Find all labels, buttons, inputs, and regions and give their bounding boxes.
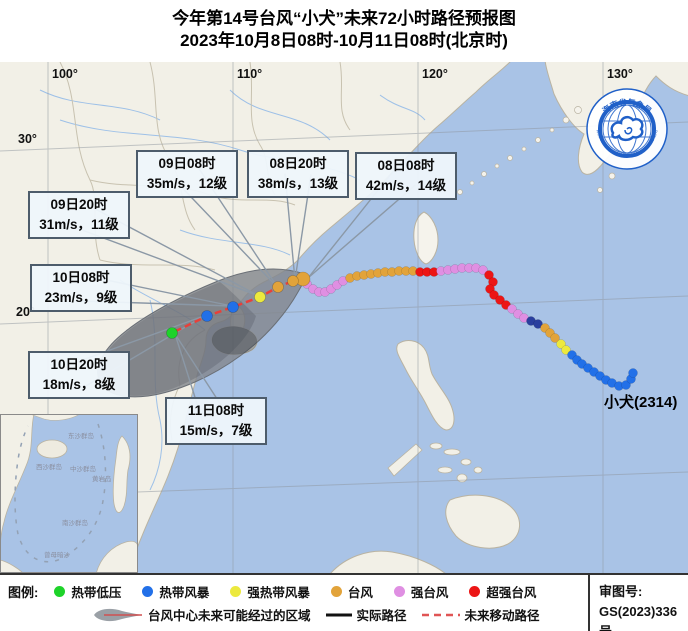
map-title: 今年第14号台风“小犬”未来72小时路径预报图 (172, 9, 516, 28)
forecast-point (166, 327, 178, 339)
visayas-islands (429, 442, 483, 483)
lon-label-130: 130° (607, 67, 633, 81)
inset-hainan (36, 439, 68, 459)
luzon-island (396, 340, 455, 431)
forecast-callout: 08日20时 38m/s，13级 (247, 150, 349, 198)
actual-track-point (484, 270, 494, 280)
callout-wind: 18m/s，8级 (42, 377, 116, 392)
legend-row-intensity: 图例: 热带低压 热带风暴 强热带风暴 台风 (8, 582, 584, 601)
cone-hainan-shadow (211, 326, 257, 355)
taiwan-island (413, 211, 439, 265)
legend: 图例: 热带低压 热带风暴 强热带风暴 台风 (0, 573, 688, 631)
forecast-callout: 11日08时 15m/s，7级 (165, 397, 267, 445)
lon-label-110: 110° (237, 67, 263, 81)
forecast-point (272, 281, 284, 293)
lat-label-30: 30° (18, 132, 37, 146)
forecast-callout: 09日08时 35m/s，12级 (136, 150, 238, 198)
actual-path-line-icon (325, 611, 353, 619)
callout-wind: 38m/s，13级 (257, 176, 339, 191)
inset-label: 西沙群岛 (36, 462, 62, 471)
cone-icon (92, 606, 144, 624)
callout-wind: 35m/s，12级 (146, 176, 228, 191)
approval-number: GS(2023)336号 (599, 604, 678, 631)
actual-track-point (550, 333, 560, 343)
actual-track-point (621, 380, 631, 390)
callout-leader-line (176, 181, 279, 289)
callout-time: 10日20时 (50, 357, 108, 372)
actual-track-point (478, 265, 488, 275)
actual-track-point (556, 339, 566, 349)
approval-box: 审图号: GS(2023)336号 (588, 575, 688, 631)
actual-track-point (533, 319, 543, 329)
forecast-callout: 09日20时 31m/s，11级 (28, 191, 130, 239)
callout-time: 08日20时 (269, 156, 327, 171)
inset-labels: 东沙群岛 西沙群岛 中沙群岛 黄岩岛 南沙群岛 曾母暗沙 (36, 431, 112, 559)
inset-label: 南沙群岛 (62, 518, 88, 527)
super-typhoon-dot-icon (469, 585, 481, 597)
inset-label: 黄岩岛 (92, 474, 112, 483)
legend-item-ts: 热带风暴 (142, 582, 209, 601)
forecast-point (254, 291, 266, 303)
forecast-point (201, 310, 213, 322)
legend-title: 图例: (8, 584, 39, 600)
callout-wind: 42m/s，14级 (365, 178, 447, 193)
title-block: 今年第14号台风“小犬”未来72小时路径预报图 2023年10月8日08时-10… (0, 0, 688, 62)
callout-wind: 31m/s，11级 (39, 217, 119, 232)
severe-typhoon-dot-icon (393, 585, 405, 597)
legend-item-sts: 强热带风暴 (230, 582, 310, 601)
lon-label-120: 120° (422, 67, 448, 81)
forecast-point (227, 301, 239, 313)
actual-track-point (495, 295, 505, 305)
inset-label: 中沙群岛 (70, 464, 96, 473)
inset-label: 东沙群岛 (68, 431, 94, 440)
callout-time: 09日08时 (158, 156, 216, 171)
actual-track-point (507, 304, 517, 314)
lon-label-100: 100° (52, 67, 78, 81)
forecast-callout: 10日20时 18m/s，8级 (28, 351, 130, 399)
actual-track-point (489, 290, 499, 300)
callout-leader-line (307, 184, 416, 279)
approval-label: 审图号: (599, 584, 643, 599)
borneo-island (330, 550, 446, 573)
legend-item-super-ty: 超强台风 (469, 582, 536, 601)
forecast-callout: 08日08时 42m/s，14级 (355, 152, 457, 200)
callout-time: 10日08时 (52, 270, 110, 285)
forecast-callout: 10日08时 23m/s，9级 (30, 264, 132, 312)
legend-row-paths: 台风中心未来可能经过的区域 实际路径 未来移动路径 (92, 605, 584, 624)
typhoon-dot-icon (330, 585, 342, 597)
south-china-sea-inset: 东沙群岛 西沙群岛 中沙群岛 黄岩岛 南沙群岛 曾母暗沙 (0, 414, 138, 573)
callout-wind: 23m/s，9级 (44, 290, 118, 305)
tropical-depression-dot-icon (54, 585, 66, 597)
forecast-path-dash-icon (421, 611, 461, 619)
actual-track-point (628, 368, 638, 378)
legend-item-ty: 台风 (330, 582, 373, 601)
tropical-storm-dot-icon (142, 585, 154, 597)
map-subtitle: 2023年10月8日08时-10月11日08时(北京时) (180, 31, 508, 50)
typhoon-name-label: 小犬(2314) (604, 394, 678, 411)
callout-time: 08日08时 (377, 158, 435, 173)
inset-philippines (112, 435, 131, 513)
callout-wind: 15m/s，7级 (179, 423, 253, 438)
actual-track-point (561, 345, 571, 355)
callout-time: 09日20时 (50, 197, 108, 212)
inset-label: 曾母暗沙 (44, 550, 71, 559)
hainan-meteorological-bureau-logo: 海南省气象局 HAINAN PROVINCIAL METEOROLOGICAL … (586, 88, 668, 170)
callout-time: 11日08时 (187, 403, 245, 418)
track-layer (73, 165, 638, 427)
palawan-island (387, 443, 423, 477)
inset-malay (0, 559, 24, 573)
forecast-point (287, 275, 299, 287)
severe-tropical-storm-dot-icon (230, 585, 242, 597)
mindanao-island (445, 494, 520, 549)
legend-left: 图例: 热带低压 热带风暴 强热带风暴 台风 (0, 575, 588, 631)
legend-item-td: 热带低压 (54, 582, 121, 601)
legend-item-sty: 强台风 (393, 582, 448, 601)
